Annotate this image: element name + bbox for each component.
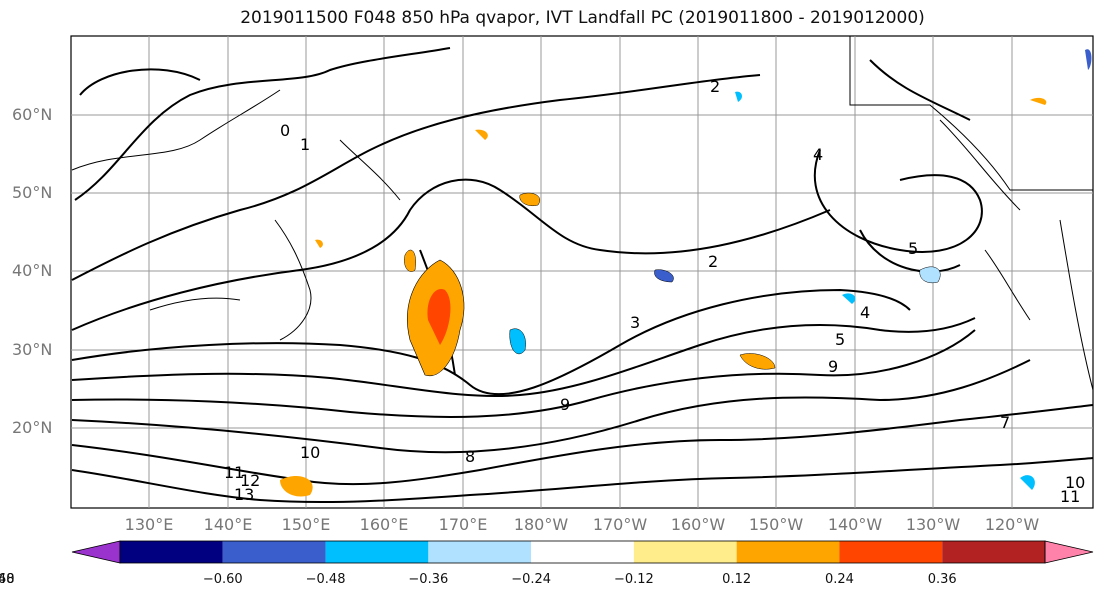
graticule bbox=[71, 36, 1093, 508]
longitude-label: 120°W bbox=[984, 515, 1040, 534]
colorbar-outline bbox=[119, 540, 1046, 564]
contour-label: 2 bbox=[710, 77, 720, 96]
contour-label: 3 bbox=[630, 313, 640, 332]
colorbar-tick-label: 0.24 bbox=[824, 572, 854, 587]
colorbar-segment bbox=[325, 541, 429, 563]
contour-label: 4 bbox=[860, 303, 870, 322]
longitude-label: 140°W bbox=[827, 515, 883, 534]
contour-label: 10 bbox=[300, 443, 320, 462]
contour-label-group: 0 1 2 2 3 4 4 5 5 9 9 10 11 12 13 11 10 … bbox=[224, 77, 1085, 506]
contour-label: 10 bbox=[1065, 473, 1085, 492]
colorbar-tick-label: −0.36 bbox=[408, 572, 449, 587]
latitude-label: 60°N bbox=[12, 105, 53, 124]
longitude-label: 160°W bbox=[670, 515, 726, 534]
colorbar-segment bbox=[428, 541, 532, 563]
contour-label: 11 bbox=[1060, 487, 1080, 506]
contour-lines bbox=[71, 47, 1094, 504]
latitude-label: 50°N bbox=[12, 183, 53, 202]
colorbar-segment bbox=[222, 541, 326, 563]
colorbar-tick-label: −0.12 bbox=[613, 572, 654, 587]
contour-label: 4 bbox=[813, 145, 823, 164]
shaded-regions bbox=[280, 49, 1092, 497]
colorbar-segment bbox=[531, 541, 634, 563]
longitude-label: 160°E bbox=[359, 515, 409, 534]
colorbar-extend-high bbox=[1044, 540, 1094, 564]
longitude-label: 170°W bbox=[592, 515, 648, 534]
longitude-label: 180°W bbox=[513, 515, 569, 534]
latitude-label: 20°N bbox=[12, 418, 53, 437]
latitude-label: 30°N bbox=[12, 340, 53, 359]
colorbar-segment bbox=[736, 541, 840, 563]
contour-label: 1 bbox=[300, 135, 310, 154]
colorbar-tick-label: −0.60 bbox=[202, 572, 243, 587]
contour-label: 5 bbox=[908, 239, 918, 258]
contour-label: 2 bbox=[708, 252, 718, 271]
map-title: 2019011500 F048 850 hPa qvapor, IVT Land… bbox=[240, 8, 925, 28]
colorbar-segment bbox=[120, 541, 223, 563]
colorbar-segment bbox=[839, 541, 943, 563]
longitude-label: 170°E bbox=[438, 515, 488, 534]
longitude-label: 130°E bbox=[124, 515, 174, 534]
longitude-label: 140°E bbox=[203, 515, 253, 534]
contour-label: 5 bbox=[835, 330, 845, 349]
colorbar-tick-label: 0.48 bbox=[0, 572, 15, 587]
colorbar-tick-label: −0.48 bbox=[305, 572, 346, 587]
contour-label: 9 bbox=[828, 357, 838, 376]
coastlines bbox=[71, 36, 1094, 391]
colorbar-tick-label: 0.12 bbox=[722, 572, 752, 587]
colorbar-segment bbox=[633, 541, 737, 563]
longitude-label: 150°E bbox=[281, 515, 331, 534]
colorbar-extend-low bbox=[71, 540, 121, 564]
contour-label: 13 bbox=[234, 485, 254, 504]
colorbar-tick-label: 0.36 bbox=[927, 572, 957, 587]
contour-label: 9 bbox=[560, 395, 570, 414]
contour-label: 7 bbox=[1000, 413, 1010, 432]
colorbar bbox=[71, 540, 1094, 564]
latitude-label: 40°N bbox=[12, 261, 53, 280]
longitude-label: 150°W bbox=[748, 515, 804, 534]
contour-label: 0 bbox=[280, 121, 290, 140]
colorbar-segment bbox=[942, 541, 1045, 563]
contour-label: 11 bbox=[224, 463, 244, 482]
contour-label: 12 bbox=[240, 471, 260, 490]
colorbar-tick-label: 0.60 bbox=[0, 572, 15, 587]
colorbar-tick-label: −0.24 bbox=[511, 572, 552, 587]
longitude-label: 130°W bbox=[905, 515, 961, 534]
contour-label: 8 bbox=[465, 447, 475, 466]
